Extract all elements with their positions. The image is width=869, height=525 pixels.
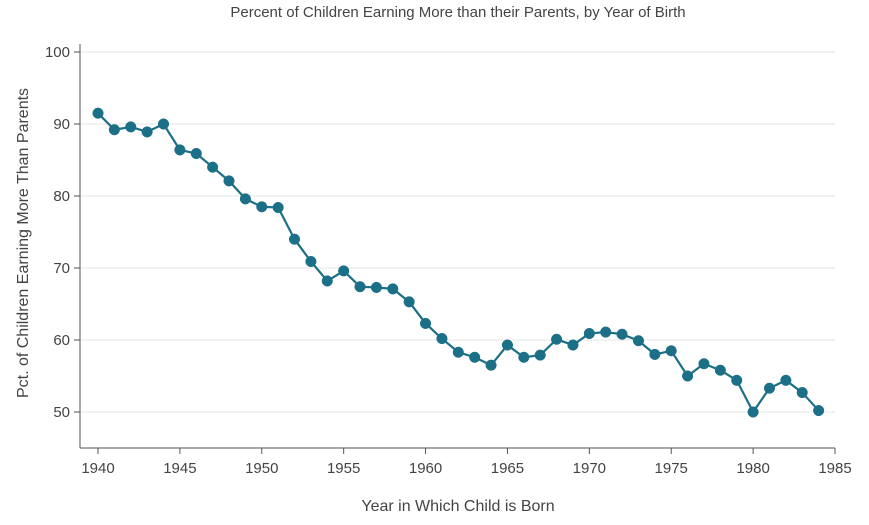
data-point-1975 xyxy=(665,345,677,357)
data-point-1984 xyxy=(813,405,825,417)
y-tick-label-80: 80 xyxy=(53,188,70,205)
x-tick-label-1965: 1965 xyxy=(491,460,524,477)
data-point-1946 xyxy=(190,147,202,160)
data-point-1977 xyxy=(698,358,710,370)
axes: 50 60 70 80 90 100 1940 1945 1950 1955 1960 1965 197… xyxy=(45,44,852,477)
y-tick-label-100: 100 xyxy=(45,44,70,61)
data-point-1941 xyxy=(108,124,120,136)
y-tick-label-70: 70 xyxy=(53,260,70,277)
data-point-1971 xyxy=(600,326,612,338)
data-point-1957 xyxy=(370,281,382,293)
data-point-1950 xyxy=(256,201,268,213)
y-axis-label: Pct. of Children Earning More Than Paren… xyxy=(15,88,32,398)
x-tick-label-1975: 1975 xyxy=(655,460,688,477)
data-point-1953 xyxy=(305,255,317,268)
data-point-1945 xyxy=(174,144,186,156)
x-tick-label-1970: 1970 xyxy=(573,460,606,477)
y-tick-label-50: 50 xyxy=(53,404,70,421)
data-point-1978 xyxy=(714,364,726,376)
data-point-1944 xyxy=(157,118,170,130)
data-point-1980 xyxy=(747,406,759,418)
data-point-1966 xyxy=(518,351,530,363)
data-point-1956 xyxy=(354,281,366,293)
data-point-1952 xyxy=(288,233,301,245)
data-point-1961 xyxy=(436,333,448,345)
data-point-1943 xyxy=(141,126,153,138)
y-tick-label-60: 60 xyxy=(53,332,70,349)
data-point-1965 xyxy=(501,339,513,351)
data-point-1983 xyxy=(796,387,808,399)
data-point-1982 xyxy=(780,374,792,386)
data-point-1976 xyxy=(682,370,694,382)
data-point-1940 xyxy=(92,107,104,119)
data-point-1968 xyxy=(551,333,563,345)
x-tick-label-1960: 1960 xyxy=(409,460,442,477)
data-point-1974 xyxy=(649,348,661,360)
data-point-1954 xyxy=(321,275,333,287)
data-point-1969 xyxy=(567,339,579,351)
x-tick-label-1985: 1985 xyxy=(818,460,851,477)
series-layer xyxy=(92,107,825,418)
data-point-1962 xyxy=(452,346,464,358)
series-line-0 xyxy=(96,112,820,414)
x-tick-label-1940: 1940 xyxy=(81,460,114,477)
data-point-1948 xyxy=(223,175,235,187)
data-point-1964 xyxy=(485,359,497,371)
data-point-1973 xyxy=(632,335,645,347)
data-point-1958 xyxy=(387,283,399,295)
x-tick-label-1945: 1945 xyxy=(163,460,196,477)
data-point-1979 xyxy=(731,374,743,386)
data-point-1981 xyxy=(763,382,776,394)
x-tick-label-1950: 1950 xyxy=(245,460,278,477)
data-point-1951 xyxy=(272,201,284,214)
data-point-1949 xyxy=(239,193,251,205)
data-point-1960 xyxy=(420,317,432,329)
grid-lines xyxy=(80,51,835,413)
data-point-1967 xyxy=(534,349,546,361)
data-point-1947 xyxy=(207,161,219,173)
y-tick-label-90: 90 xyxy=(53,116,70,133)
data-point-1963 xyxy=(469,351,481,363)
data-point-1955 xyxy=(338,265,350,277)
data-point-1942 xyxy=(125,121,137,133)
x-tick-label-1980: 1980 xyxy=(736,460,769,477)
x-tick-label-1955: 1955 xyxy=(327,460,360,477)
data-point-1972 xyxy=(616,328,628,340)
data-point-1959 xyxy=(403,296,415,308)
data-point-1970 xyxy=(583,327,595,340)
x-axis-label: Year in Which Child is Born xyxy=(361,498,554,515)
chart-title: Percent of Children Earning More than th… xyxy=(230,4,685,21)
